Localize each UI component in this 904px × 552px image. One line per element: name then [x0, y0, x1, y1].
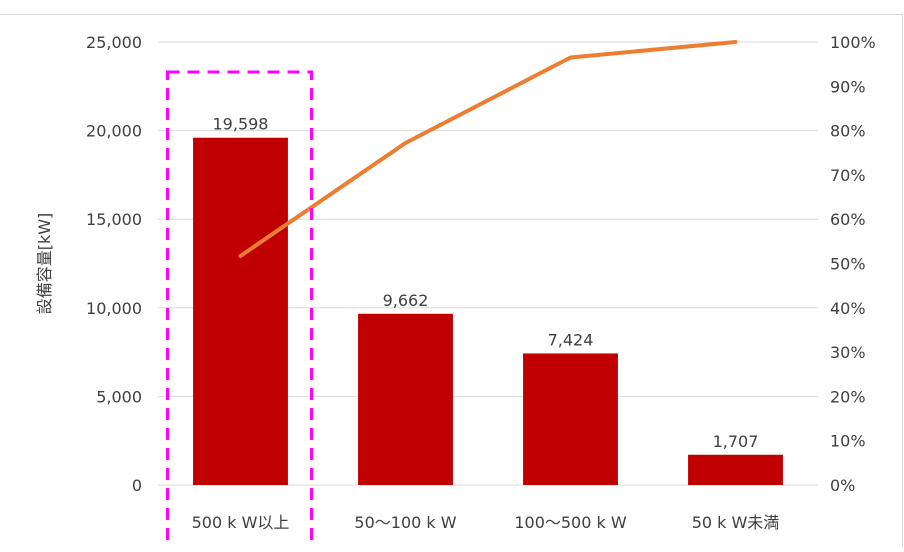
chart-frame	[0, 14, 903, 547]
